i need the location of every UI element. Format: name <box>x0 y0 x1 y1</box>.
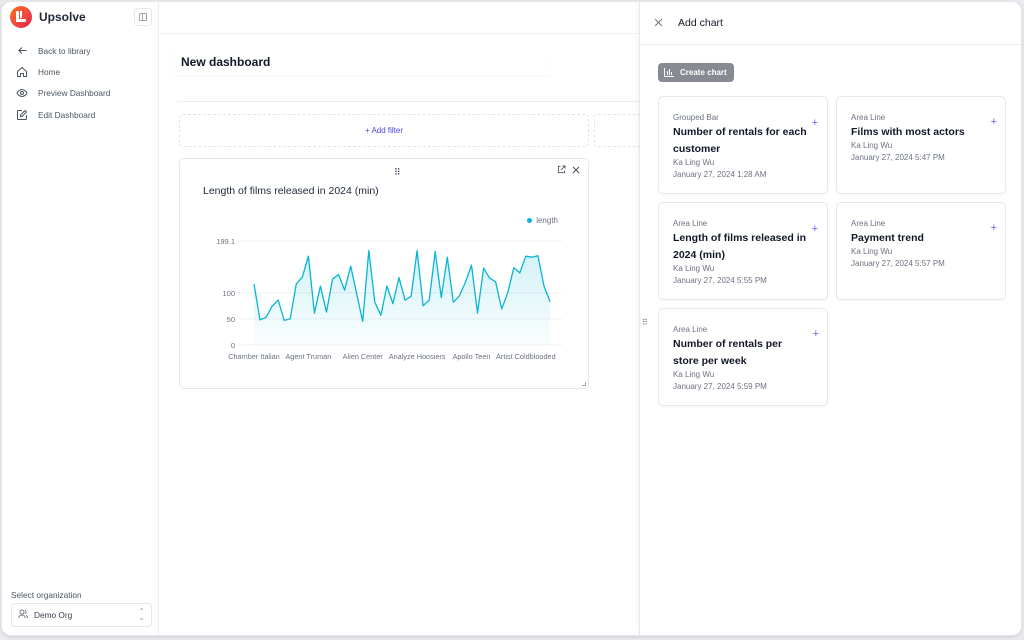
brand: Upsolve <box>10 6 86 28</box>
chart-author: Ka Ling Wu <box>673 264 715 273</box>
chart-type: Area Line <box>673 219 708 228</box>
svg-text:0: 0 <box>231 341 235 350</box>
eye-icon <box>15 86 29 100</box>
chart-author: Ka Ling Wu <box>673 158 715 167</box>
panel-header: Add chart <box>640 2 1021 45</box>
legend-label: length <box>536 216 558 225</box>
edit-icon <box>15 108 29 122</box>
svg-text:Artist Coldblooded: Artist Coldblooded <box>496 352 556 361</box>
chart-type: Area Line <box>851 113 886 122</box>
sidebar-item-label: Back to library <box>38 45 91 56</box>
chart-name: Number of rentals for each customer <box>673 126 807 155</box>
chart-type: Area Line <box>851 219 886 228</box>
home-icon <box>15 65 29 79</box>
svg-text:Analyze Hoosiers: Analyze Hoosiers <box>389 352 446 361</box>
sidebar: Upsolve Back to library Home Preview D <box>2 2 159 635</box>
add-icon[interactable]: + <box>812 328 819 340</box>
panel-resize-handle-icon[interactable]: ⠿ <box>642 318 648 327</box>
chart-title: Length of films released in 2024 (min) <box>203 185 379 197</box>
chart-author: Ka Ling Wu <box>851 247 893 256</box>
panel-title: Add chart <box>678 17 723 29</box>
drag-handle-icon[interactable]: ⠿ <box>394 167 401 177</box>
sidebar-item-label: Edit Dashboard <box>38 109 96 120</box>
add-icon[interactable]: + <box>811 117 818 129</box>
chart-template-card[interactable]: Area Line Length of films released in 20… <box>658 202 828 300</box>
chart-type: Area Line <box>673 325 708 334</box>
sidebar-item-back-to-library[interactable]: Back to library <box>2 40 159 61</box>
chart-author: Ka Ling Wu <box>851 141 893 150</box>
brand-name: Upsolve <box>39 10 86 24</box>
chart-date: January 27, 2024 5:59 PM <box>673 382 767 391</box>
area-line-chart: 0 50 100 199.1 Chamber Italian Agent Truman Al… <box>216 237 562 361</box>
chart-legend[interactable]: length <box>527 216 558 225</box>
sidebar-item-edit-dashboard[interactable]: Edit Dashboard <box>2 104 159 125</box>
chart-author: Ka Ling Wu <box>673 370 715 379</box>
upsolve-logo-icon <box>10 6 32 28</box>
chart-date: January 27, 2024 5:57 PM <box>851 259 945 268</box>
add-filter-button[interactable]: + Add filter <box>179 114 589 147</box>
sidebar-item-home[interactable]: Home <box>2 61 159 82</box>
add-icon[interactable]: + <box>990 222 997 234</box>
sidebar-toggle-icon <box>139 13 147 21</box>
arrow-left-icon <box>15 44 29 58</box>
sidebar-item-label: Home <box>38 66 61 77</box>
close-panel-icon[interactable] <box>654 16 666 30</box>
add-icon[interactable]: + <box>811 223 818 235</box>
create-chart-button[interactable]: Create chart <box>658 63 734 82</box>
add-chart-panel: Add chart Create chart Grouped Bar Numbe… <box>639 2 1021 635</box>
chart-date: January 27, 2024 5:47 PM <box>851 153 945 162</box>
chart-template-card[interactable]: Grouped Bar Number of rentals for each c… <box>658 96 828 194</box>
svg-text:Alien Center: Alien Center <box>343 352 384 361</box>
users-icon <box>18 606 28 624</box>
chart-template-card[interactable]: Area Line Payment trend Ka Ling Wu Janua… <box>836 202 1006 300</box>
chart-card: 0 50 100 199.1 Chamber Italian Agent Truman Al… <box>179 158 589 389</box>
dashboard-title-input[interactable]: New dashboard <box>171 48 551 75</box>
collapse-sidebar-button[interactable] <box>134 8 152 26</box>
svg-text:199.1: 199.1 <box>216 237 235 246</box>
card-actions <box>557 165 580 176</box>
top-bar <box>159 2 639 34</box>
close-icon[interactable] <box>572 166 580 176</box>
chart-name: Length of films released in 2024 (min) <box>673 232 807 261</box>
sidebar-item-label: Preview Dashboard <box>38 88 111 99</box>
svg-text:Apollo Teen: Apollo Teen <box>452 352 490 361</box>
svg-text:Chamber Italian: Chamber Italian <box>228 352 280 361</box>
sidebar-item-preview-dashboard[interactable]: Preview Dashboard <box>2 83 159 104</box>
chart-template-card[interactable]: Area Line Number of rentals per store pe… <box>658 308 828 406</box>
bar-chart-icon <box>664 68 674 77</box>
chart-template-card[interactable]: Area Line Films with most actors Ka Ling… <box>836 96 1006 194</box>
sidebar-nav: Back to library Home Preview Dashboard E… <box>2 40 159 125</box>
chevron-up-down-icon: ⌃ ⌄ <box>138 607 145 622</box>
chart-name: Number of rentals per store per week <box>673 338 783 367</box>
chart-name: Films with most actors <box>851 126 965 138</box>
dashboard-title: New dashboard <box>181 54 271 69</box>
org-select-label: Select organization <box>11 590 82 600</box>
open-external-icon[interactable] <box>557 165 566 176</box>
chart-type: Grouped Bar <box>673 113 719 122</box>
add-icon[interactable]: + <box>990 116 997 128</box>
resize-handle-icon[interactable] <box>582 382 586 386</box>
legend-dot-icon <box>527 218 533 223</box>
create-chart-label: Create chart <box>680 68 727 77</box>
svg-text:100: 100 <box>222 289 235 298</box>
chart-date: January 27, 2024 1:28 AM <box>673 170 767 179</box>
chart-date: January 27, 2024 5:55 PM <box>673 276 767 285</box>
org-select-value: Demo Org <box>34 610 73 620</box>
svg-text:Agent Truman: Agent Truman <box>285 352 331 361</box>
org-select[interactable]: Demo Org ⌃ ⌄ <box>11 603 152 627</box>
add-filter-label: + Add filter <box>364 126 404 135</box>
divider <box>177 101 639 102</box>
dashboard-canvas: New dashboard + Add filter 0 50 100 199.1 Ch… <box>159 2 654 635</box>
svg-text:50: 50 <box>227 315 235 324</box>
chart-name: Payment trend <box>851 232 924 244</box>
